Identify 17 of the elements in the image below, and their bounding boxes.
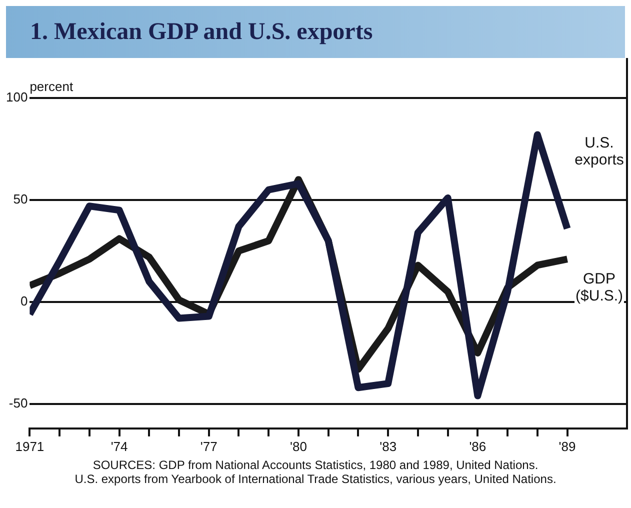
- y-tick-label: 100: [6, 90, 28, 105]
- chart-title: 1. Mexican GDP and U.S. exports: [6, 6, 625, 58]
- x-tick-label: '83: [380, 438, 397, 454]
- x-tick-label: '86: [469, 438, 486, 454]
- x-tick-label: '80: [290, 438, 307, 454]
- y-tick-label: -50: [8, 396, 28, 411]
- series-label: U.S. exports: [574, 134, 624, 169]
- x-tick-label: 1971: [15, 438, 44, 454]
- y-tick-label: 50: [13, 192, 28, 207]
- y-tick-label: 0: [20, 294, 28, 309]
- y-axis-title: percent: [30, 79, 74, 94]
- x-tick-label: '74: [110, 438, 128, 454]
- series-label: GDP ($U.S.): [576, 270, 624, 304]
- x-tick-label: '77: [200, 438, 218, 454]
- text: U.S. exports from Yearbook of International Trade Statistics, various years, United Nations.: [74, 472, 558, 486]
- source-note: SOURCES: GDP from National Accounts Statistics, 1980 and 1989, United Nations.: [92, 458, 540, 472]
- x-tick-label: '89: [558, 438, 576, 454]
